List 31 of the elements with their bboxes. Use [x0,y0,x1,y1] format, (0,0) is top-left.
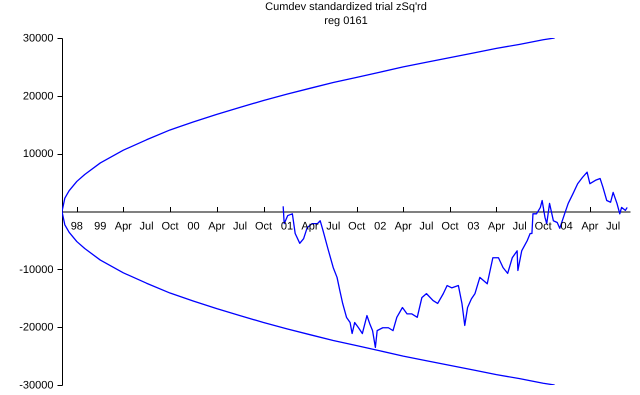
y-tick-label: 10000 [22,148,54,160]
x-tick-label: Oct [348,220,366,232]
x-tick-label: Oct [441,220,459,232]
y-tick-label: 30000 [22,32,54,44]
x-tick-label: 04 [560,220,573,232]
y-tick-label: -30000 [19,380,54,392]
x-tick-label: Jul [419,220,434,232]
x-tick-label: Oct [161,220,179,232]
x-tick-label: Oct [254,220,272,232]
x-tick-label: Jul [326,220,340,232]
y-tick-label: -10000 [19,264,54,276]
x-tick-label: Apr [114,220,132,232]
x-tick-label: 01 [280,220,294,232]
x-tick-label: 99 [94,220,106,232]
x-tick-label: Jul [512,220,527,232]
x-tick-label: Apr [208,220,226,232]
chart-subtitle: reg 0161 [324,15,368,27]
y-tick-label: -20000 [19,322,54,334]
x-tick-label: 02 [374,220,386,232]
x-tick-label: 03 [467,220,480,232]
y-tick-label: 20000 [22,90,54,102]
x-tick-label: Jul [606,220,620,232]
x-tick-label: Jul [232,220,248,232]
x-tick-label: Apr [488,220,506,232]
chart-title: Cumdev standardized trial zSq'rd [265,1,427,13]
x-tick-label: 00 [187,220,200,232]
x-tick-label: Apr [581,220,599,232]
x-tick-label: Apr [394,220,412,232]
x-tick-label: Oct [534,220,552,232]
x-tick-label: Jul [140,220,154,232]
x-tick-label: 98 [70,220,83,232]
